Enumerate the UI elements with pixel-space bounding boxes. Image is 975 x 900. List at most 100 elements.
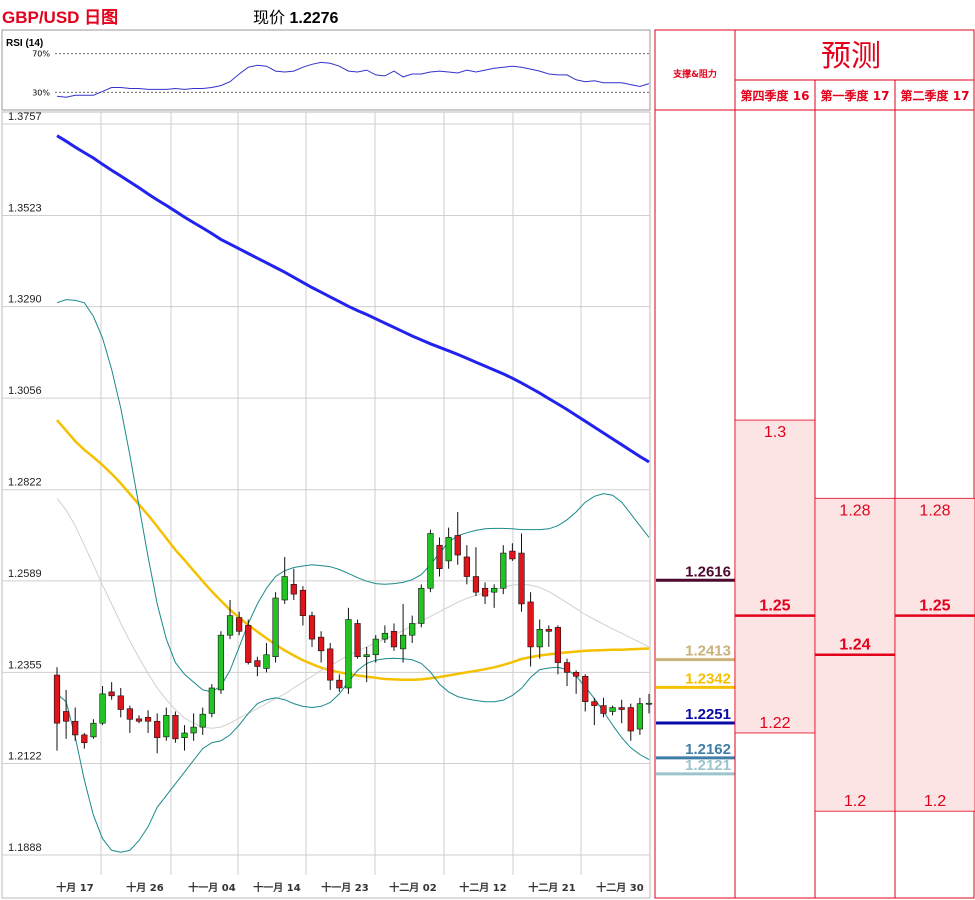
candle-body	[390, 630, 398, 648]
candle-body	[90, 722, 97, 738]
price-label: 现价	[253, 10, 286, 27]
candle-body	[409, 623, 416, 636]
forecast-range	[734, 419, 816, 734]
series-bb_lower	[56, 657, 650, 853]
price-value: 1.2276	[289, 10, 339, 27]
candle-body	[636, 703, 643, 730]
candle-body	[208, 687, 215, 714]
candle-body	[618, 707, 625, 710]
candle-body	[154, 720, 161, 738]
rsi-line	[56, 61, 650, 98]
candle-body	[372, 638, 379, 656]
candle-body	[472, 576, 480, 593]
x-tick-label: 十月 17	[56, 881, 93, 894]
level-value: 1.2413	[685, 643, 731, 660]
candle-body	[245, 625, 252, 663]
candle-body	[281, 576, 288, 601]
y-tick-label: 1.3757	[8, 111, 42, 123]
x-tick-label: 十一月 14	[253, 881, 300, 894]
candle-body	[318, 636, 325, 652]
candle-body	[199, 713, 206, 728]
rsi-30-label: 30%	[32, 88, 50, 97]
candle-body	[117, 695, 124, 710]
candle-body	[217, 634, 225, 691]
rsi-panel	[1, 29, 651, 111]
candle-body	[272, 597, 279, 658]
candle-body	[563, 662, 571, 673]
y-tick-label: 1.1888	[8, 842, 42, 854]
candle-body	[518, 552, 525, 605]
x-tick-label: 十一月 23	[321, 881, 368, 894]
candle-body	[181, 732, 188, 738]
candle-body	[500, 552, 507, 589]
rsi-70-label: 70%	[32, 50, 50, 59]
y-tick-label: 1.3523	[8, 203, 42, 215]
candle-body	[536, 629, 543, 648]
candle-body	[454, 535, 461, 556]
candle-body	[299, 589, 307, 616]
series-bb_upper	[56, 299, 650, 693]
y-tick-label: 1.2822	[8, 477, 42, 489]
candle-body	[600, 705, 607, 714]
series-ma_grey	[56, 497, 650, 729]
candle-body	[627, 707, 634, 732]
candle-body	[381, 632, 388, 640]
candle-body	[554, 627, 562, 663]
candle-body	[509, 550, 516, 560]
forecast-mid: 1.25	[919, 598, 950, 615]
forecast-mid: 1.25	[759, 598, 790, 615]
candle-body	[172, 715, 179, 740]
candle-body	[308, 615, 316, 640]
candle-body	[226, 615, 234, 636]
forecast-high: 1.28	[919, 502, 950, 519]
y-tick-label: 1.3056	[8, 385, 42, 397]
candle-body	[190, 726, 197, 734]
chart-title: GBP/USD 日图	[2, 8, 119, 27]
candle-body	[254, 660, 261, 667]
candle-body	[491, 587, 498, 593]
candle-body	[354, 623, 361, 658]
candle-body	[481, 587, 489, 597]
candle-body	[72, 720, 79, 736]
candle-body	[345, 619, 352, 689]
forecast-low: 1.2	[844, 793, 866, 810]
candle-body	[336, 679, 343, 689]
level-value: 1.2251	[685, 706, 731, 723]
candle-body	[545, 629, 552, 632]
y-tick-label: 1.2122	[8, 750, 42, 762]
level-value: 1.2121	[685, 757, 731, 774]
candle-body	[99, 693, 106, 724]
level-value: 1.2616	[685, 563, 731, 580]
candle-body	[573, 672, 580, 677]
candle-body	[399, 634, 407, 650]
forecast-high: 1.3	[764, 424, 786, 441]
candle-body	[582, 675, 589, 702]
forecast-title: 预测	[821, 39, 881, 74]
candle-body	[418, 587, 425, 624]
candle-body	[263, 654, 270, 669]
candle-body	[445, 537, 452, 562]
forecast-range	[894, 497, 975, 812]
forecast-col-label: 第二季度 17	[901, 88, 970, 103]
x-tick-label: 十一月 04	[188, 881, 235, 894]
forecast-high: 1.28	[839, 502, 870, 519]
forecast-low: 1.2	[924, 793, 946, 810]
candle-body	[236, 617, 243, 632]
x-tick-label: 十二月 30	[596, 881, 643, 894]
x-tick-label: 十月 26	[126, 881, 163, 894]
candle-body	[591, 701, 598, 706]
y-tick-label: 1.2589	[8, 568, 42, 580]
price-chart-area	[1, 111, 651, 899]
candle-body	[53, 674, 61, 724]
candle-body	[427, 533, 434, 589]
candle-body	[108, 691, 115, 697]
series-ma_yellow	[56, 419, 650, 682]
candle-body	[645, 702, 653, 705]
candle-body	[290, 584, 297, 595]
x-tick-label: 十二月 21	[528, 881, 575, 894]
y-tick-label: 1.3290	[8, 294, 42, 306]
series-ma_blue	[56, 134, 650, 464]
candle-body	[527, 601, 534, 648]
y-tick-label: 1.2355	[8, 659, 42, 671]
